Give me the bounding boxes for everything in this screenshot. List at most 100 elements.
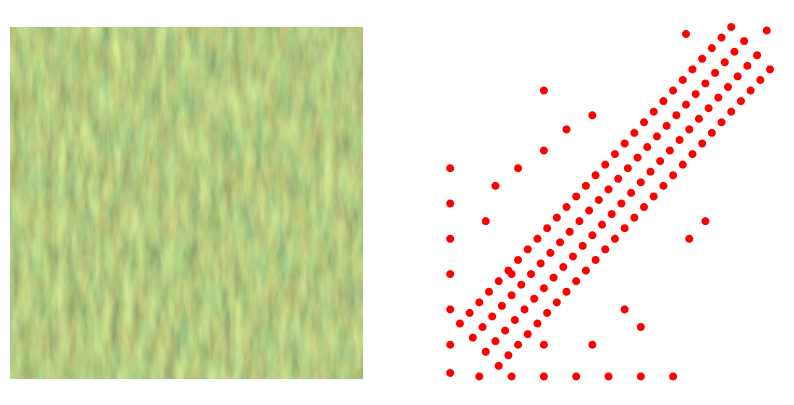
point	[604, 185, 613, 194]
point	[491, 181, 500, 190]
point	[501, 326, 510, 335]
point	[766, 65, 774, 74]
point	[481, 217, 490, 226]
point	[484, 287, 493, 296]
point	[672, 111, 681, 120]
point	[565, 227, 574, 236]
point	[572, 192, 581, 201]
point	[478, 323, 487, 332]
point	[685, 234, 694, 243]
point	[588, 111, 597, 120]
point	[604, 372, 613, 381]
point	[669, 86, 678, 95]
point	[724, 83, 733, 92]
point	[546, 248, 555, 257]
point	[504, 351, 513, 360]
point	[630, 128, 639, 137]
point	[620, 224, 629, 233]
point	[610, 150, 619, 159]
point	[678, 160, 687, 169]
point	[468, 333, 477, 342]
point	[556, 238, 565, 247]
point	[652, 132, 661, 141]
point	[514, 340, 523, 349]
point	[669, 171, 678, 180]
point	[665, 146, 674, 155]
point	[727, 107, 736, 116]
point	[455, 319, 464, 328]
point	[601, 245, 610, 254]
point	[620, 305, 629, 314]
point	[572, 372, 581, 381]
point	[746, 86, 755, 95]
point	[507, 270, 516, 279]
point	[627, 188, 636, 197]
point	[594, 195, 603, 204]
point	[694, 114, 703, 123]
point	[552, 298, 561, 307]
point	[539, 372, 548, 381]
point	[659, 181, 668, 190]
point	[707, 128, 716, 137]
point	[717, 33, 726, 42]
point	[717, 118, 726, 127]
point	[559, 263, 568, 272]
point	[704, 104, 713, 113]
point	[465, 308, 474, 317]
point	[659, 97, 668, 106]
point	[610, 234, 619, 243]
texture-image	[10, 27, 363, 379]
point	[539, 86, 548, 95]
point	[491, 337, 500, 346]
point	[562, 125, 571, 134]
point	[662, 121, 671, 130]
point	[526, 270, 535, 279]
point	[714, 93, 723, 102]
point	[536, 259, 545, 268]
point	[572, 277, 581, 286]
point	[514, 255, 523, 264]
point	[669, 372, 678, 381]
point	[591, 171, 600, 180]
point	[630, 213, 639, 222]
point	[446, 368, 455, 377]
point	[539, 284, 548, 293]
point	[636, 372, 645, 381]
point	[736, 97, 745, 106]
point	[578, 241, 587, 250]
point	[688, 65, 697, 74]
point	[649, 107, 658, 116]
point	[549, 273, 558, 282]
point	[588, 340, 597, 349]
point	[514, 164, 523, 173]
point	[507, 372, 516, 381]
point	[675, 135, 684, 144]
point	[753, 51, 762, 60]
point	[475, 298, 484, 307]
point	[533, 234, 542, 243]
point	[685, 125, 694, 134]
point	[682, 30, 691, 39]
point	[530, 294, 539, 303]
point	[523, 245, 532, 254]
point	[507, 291, 516, 300]
point	[678, 75, 687, 84]
point	[649, 192, 658, 201]
point	[701, 79, 710, 88]
point	[643, 143, 652, 152]
point	[688, 150, 697, 159]
point	[446, 164, 455, 173]
scatter-plot	[446, 23, 774, 381]
point	[711, 68, 720, 77]
point	[691, 90, 700, 99]
point	[475, 372, 484, 381]
point	[698, 54, 707, 63]
point	[517, 280, 526, 289]
point	[494, 277, 503, 286]
point	[588, 231, 597, 240]
point	[543, 308, 552, 317]
point	[533, 319, 542, 328]
point	[743, 61, 752, 70]
point	[623, 164, 632, 173]
